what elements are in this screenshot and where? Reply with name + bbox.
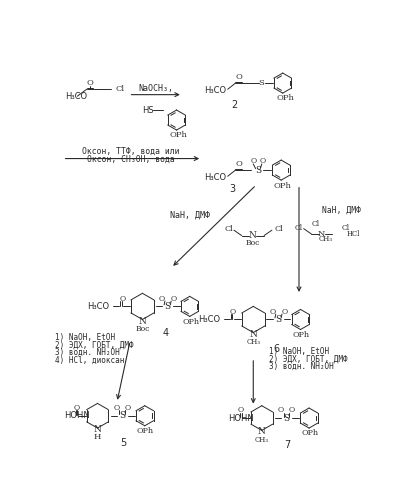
Text: Cl: Cl bbox=[115, 86, 124, 94]
Text: Boc: Boc bbox=[135, 324, 150, 332]
Text: NaH, ДМФ: NaH, ДМФ bbox=[322, 206, 361, 214]
Text: O: O bbox=[270, 308, 276, 316]
Text: Cl: Cl bbox=[275, 226, 284, 234]
Text: OPh: OPh bbox=[276, 94, 294, 102]
Text: OPh: OPh bbox=[274, 182, 292, 190]
Text: N: N bbox=[318, 230, 325, 238]
Text: 1) NaOH, EtOH: 1) NaOH, EtOH bbox=[55, 332, 115, 342]
Text: H₃CO: H₃CO bbox=[204, 174, 226, 182]
Text: O: O bbox=[250, 157, 256, 165]
Text: CH₃: CH₃ bbox=[246, 338, 260, 346]
Text: Cl: Cl bbox=[295, 224, 303, 232]
Text: 5: 5 bbox=[120, 438, 126, 448]
Text: O: O bbox=[238, 406, 244, 414]
Text: O: O bbox=[73, 404, 80, 412]
Text: NaOCH₃,: NaOCH₃, bbox=[138, 84, 173, 93]
Text: H₃CO: H₃CO bbox=[65, 92, 87, 102]
Text: 3: 3 bbox=[229, 184, 235, 194]
Text: CH₃: CH₃ bbox=[319, 234, 333, 242]
Text: S: S bbox=[275, 315, 281, 324]
Text: 4: 4 bbox=[163, 328, 169, 338]
Text: O: O bbox=[235, 160, 242, 168]
Text: O: O bbox=[171, 294, 177, 302]
Text: Cl: Cl bbox=[224, 226, 233, 234]
Text: 7: 7 bbox=[284, 440, 290, 450]
Text: Cl: Cl bbox=[312, 220, 320, 228]
Text: OPh: OPh bbox=[293, 331, 310, 339]
Text: H₃CO: H₃CO bbox=[204, 86, 226, 96]
Text: S: S bbox=[255, 166, 261, 174]
Text: O: O bbox=[86, 79, 93, 87]
Text: S: S bbox=[119, 411, 125, 420]
Text: H₃CO: H₃CO bbox=[198, 315, 220, 324]
Text: O: O bbox=[230, 308, 236, 316]
Text: N: N bbox=[249, 330, 257, 338]
Text: 3) водн. NH₂OH: 3) водн. NH₂OH bbox=[55, 348, 120, 357]
Text: O: O bbox=[159, 294, 165, 302]
Text: O: O bbox=[114, 404, 120, 412]
Text: N: N bbox=[138, 316, 146, 326]
Text: HOHN: HOHN bbox=[64, 411, 90, 420]
Text: S: S bbox=[164, 302, 170, 311]
Text: NaH, ДМФ: NaH, ДМФ bbox=[171, 211, 211, 220]
Text: 2) ЭДХ, ГОБТ, ДМФ: 2) ЭДХ, ГОБТ, ДМФ bbox=[55, 340, 133, 349]
Text: OPh: OPh bbox=[137, 427, 154, 435]
Text: 4) HCl, диоксан: 4) HCl, диоксан bbox=[55, 356, 124, 365]
Text: Оксон, ТТФ, вода или: Оксон, ТТФ, вода или bbox=[82, 146, 180, 156]
Text: O: O bbox=[235, 73, 242, 81]
Text: 3) водн. NH₂OH: 3) водн. NH₂OH bbox=[269, 362, 333, 371]
Text: CH₃: CH₃ bbox=[255, 436, 269, 444]
Text: HCl: HCl bbox=[346, 230, 359, 238]
Text: H: H bbox=[94, 432, 101, 440]
Text: HS: HS bbox=[142, 106, 154, 114]
Text: O: O bbox=[278, 406, 284, 414]
Text: O: O bbox=[125, 404, 131, 412]
Text: Boc: Boc bbox=[245, 240, 259, 248]
Text: OPh: OPh bbox=[301, 430, 318, 438]
Text: HOHN: HOHN bbox=[228, 414, 254, 422]
Text: O: O bbox=[119, 294, 125, 302]
Text: S: S bbox=[284, 414, 290, 422]
Text: 2: 2 bbox=[231, 100, 237, 110]
Text: OPh: OPh bbox=[170, 132, 188, 140]
Text: OPh: OPh bbox=[183, 318, 200, 326]
Text: O: O bbox=[281, 308, 287, 316]
Text: N: N bbox=[248, 231, 257, 240]
Text: 6: 6 bbox=[273, 344, 279, 354]
Text: N: N bbox=[93, 425, 102, 434]
Text: O: O bbox=[289, 406, 295, 414]
Text: Оксон, CH₃OH, вода: Оксон, CH₃OH, вода bbox=[87, 155, 175, 164]
Text: Cl: Cl bbox=[341, 224, 350, 232]
Text: O: O bbox=[259, 157, 266, 165]
Text: 2) ЭДХ, ГОБТ, ДМФ: 2) ЭДХ, ГОБТ, ДМФ bbox=[269, 354, 347, 364]
Text: N: N bbox=[258, 428, 266, 436]
Text: S: S bbox=[258, 79, 264, 87]
Text: H₃CO: H₃CO bbox=[87, 302, 109, 311]
Text: 1) NaOH, EtOH: 1) NaOH, EtOH bbox=[269, 346, 329, 356]
